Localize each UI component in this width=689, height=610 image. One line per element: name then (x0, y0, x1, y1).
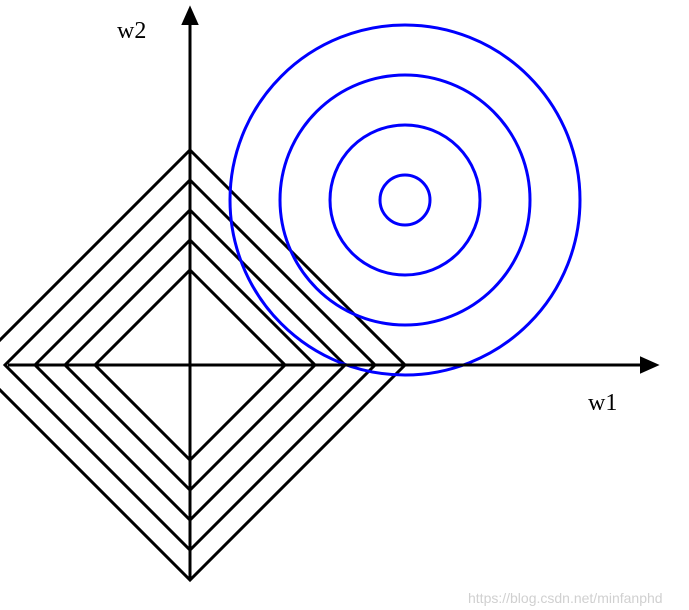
x-axis-arrow (640, 356, 660, 374)
x-axis-label: w1 (588, 390, 617, 417)
loss-contour-circle (280, 75, 530, 325)
diagram-svg (0, 0, 689, 610)
y-axis-label: w2 (117, 18, 146, 45)
loss-contour-circle (230, 25, 580, 375)
y-axis-arrow (181, 5, 199, 25)
loss-contour-circle (330, 125, 480, 275)
watermark-text: https://blog.csdn.net/minfanphd (468, 590, 663, 606)
loss-contour-circle (380, 175, 430, 225)
